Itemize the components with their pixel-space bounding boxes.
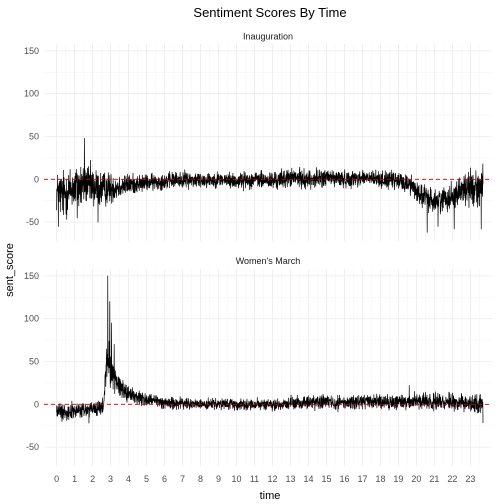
- y-tick-label: 100: [24, 89, 39, 99]
- x-tick-label: 16: [339, 474, 349, 484]
- x-tick-label: 7: [180, 474, 185, 484]
- panel-strip-label: Inauguration: [243, 32, 293, 42]
- x-tick-label: 0: [54, 474, 59, 484]
- x-tick-label: 12: [267, 474, 277, 484]
- panel-inauguration: -50 0 50 100 150 Inauguration: [24, 32, 492, 242]
- y-tick-label: -50: [26, 442, 39, 452]
- x-tick-label: 1: [72, 474, 77, 484]
- x-tick-label: 11: [250, 474, 259, 484]
- x-tick-label: 23: [465, 474, 475, 484]
- x-tick-label: 14: [303, 474, 313, 484]
- panel-womens-march: -50 0 50 100 150 Women's March: [24, 256, 492, 466]
- x-tick-label: 6: [162, 474, 167, 484]
- y-tick-label: -50: [26, 217, 39, 227]
- x-tick-label: 13: [285, 474, 295, 484]
- x-tick-label: 8: [198, 474, 203, 484]
- y-tick-label: 150: [24, 271, 39, 281]
- sentiment-series-line: [57, 276, 483, 423]
- x-axis-ticks: 0 1 2 3 4 5 6 7 8 9 10 11 12 13 14 15 16 17 18 19 20 21 22 23: [54, 474, 475, 484]
- x-tick-label: 21: [429, 474, 439, 484]
- x-tick-label: 5: [144, 474, 149, 484]
- x-tick-label: 3: [108, 474, 113, 484]
- x-tick-label: 19: [393, 474, 403, 484]
- x-axis-title: time: [260, 490, 281, 502]
- y-tick-label: 0: [34, 174, 39, 184]
- x-tick-label: 9: [216, 474, 221, 484]
- panel-strip-label: Women's March: [236, 256, 301, 266]
- y-tick-label: 50: [29, 132, 39, 142]
- y-tick-label: 50: [29, 357, 39, 367]
- x-tick-label: 4: [126, 474, 131, 484]
- x-tick-label: 2: [90, 474, 95, 484]
- y-tick-label: 100: [24, 314, 39, 324]
- x-tick-label: 18: [375, 474, 385, 484]
- x-tick-label: 17: [357, 474, 367, 484]
- y-tick-label: 150: [24, 46, 39, 56]
- sentiment-series-line: [57, 138, 483, 232]
- x-tick-label: 15: [321, 474, 331, 484]
- x-tick-label: 20: [411, 474, 421, 484]
- y-axis-title: sent_score: [4, 243, 16, 297]
- chart-title: Sentiment Scores By Time: [193, 5, 346, 20]
- x-tick-label: 22: [447, 474, 457, 484]
- x-tick-label: 10: [232, 474, 242, 484]
- y-tick-label: 0: [34, 399, 39, 409]
